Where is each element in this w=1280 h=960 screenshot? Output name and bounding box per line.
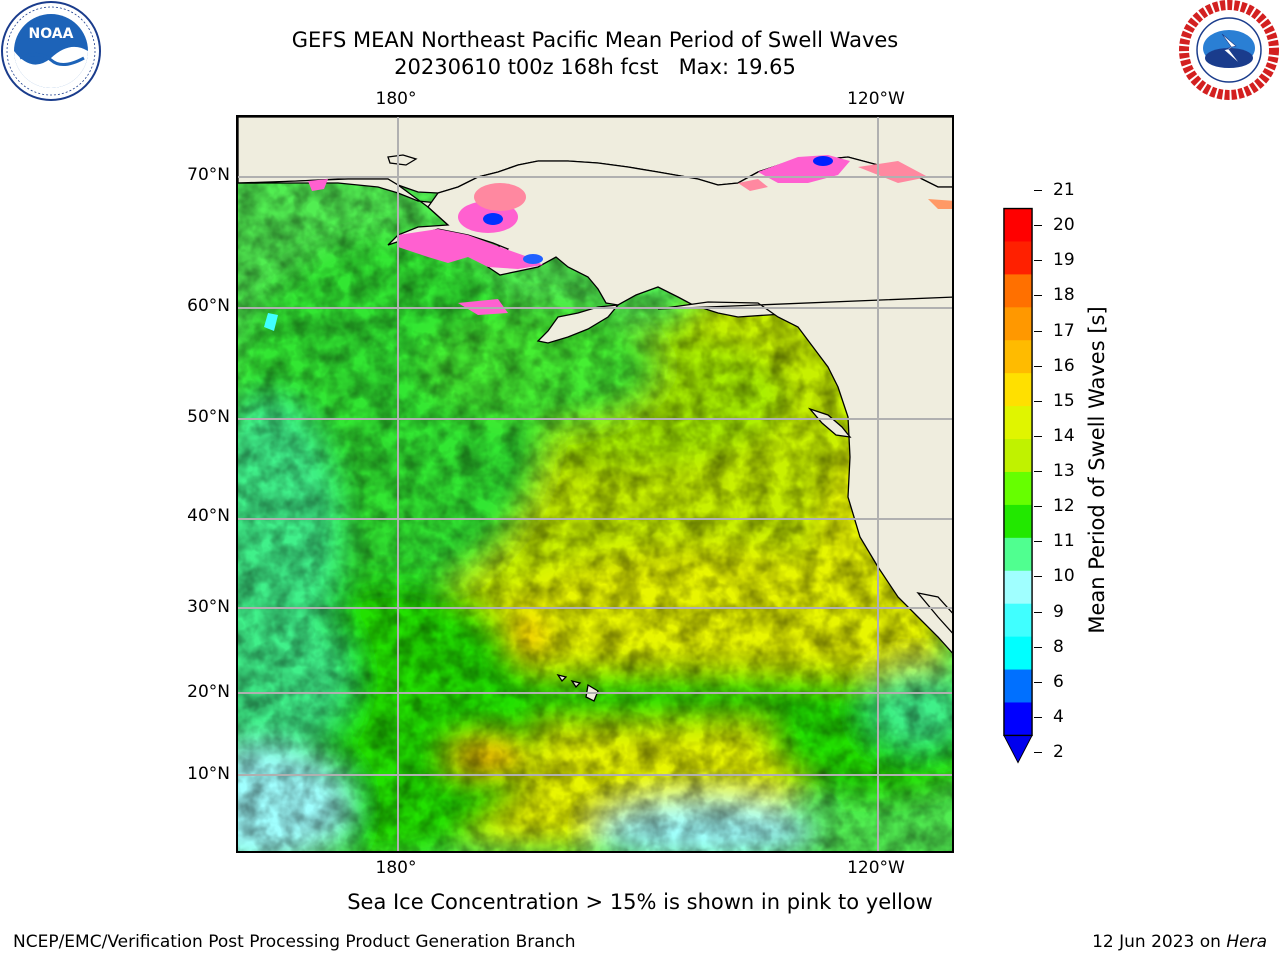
credit-host: Hera <box>1226 932 1267 952</box>
colorbar <box>1003 207 1033 764</box>
colorbar-tick-label: 13 <box>1053 461 1075 481</box>
colorbar-tick-label: 12 <box>1053 496 1075 517</box>
colorbar-swatch <box>1003 537 1033 572</box>
lon-label-bottom-180: 180° <box>375 858 417 878</box>
colorbar-tick-mark <box>1034 435 1042 437</box>
colorbar-tick-mark <box>1034 225 1042 227</box>
colorbar-tick-mark <box>1034 365 1042 367</box>
colorbar-swatch <box>1003 570 1033 605</box>
colorbar-tick-mark <box>1034 295 1042 297</box>
colorbar-tick-label: 14 <box>1053 425 1075 446</box>
colorbar-label: Mean Period of Swell Waves [s] <box>1085 306 1109 634</box>
sea-ice <box>264 155 952 331</box>
colorbar-swatch <box>1003 504 1033 539</box>
lat-label-40n: 40°N <box>187 506 230 526</box>
colorbar-tick-label: 16 <box>1053 355 1075 376</box>
lat-label-50n: 50°N <box>187 407 230 427</box>
sea-ice-note: Sea Ice Concentration > 15% is shown in … <box>347 890 933 914</box>
colorbar-tick-mark <box>1034 330 1042 332</box>
colorbar-swatch <box>1003 636 1033 671</box>
colorbar-tick-mark <box>1034 752 1042 753</box>
colorbar-tick-label: 15 <box>1053 390 1075 411</box>
map-panel <box>236 115 954 853</box>
colorbar-tick-label: 20 <box>1053 215 1075 236</box>
lat-label-10n: 10°N <box>187 764 230 784</box>
lon-label-bottom-120w: 120°W <box>847 858 905 878</box>
colorbar-under-triangle <box>1003 734 1033 764</box>
colorbar-tick-mark <box>1034 541 1042 543</box>
lat-label-30n: 30°N <box>187 597 230 617</box>
colorbar-tick-mark <box>1034 400 1042 402</box>
colorbar-tick-mark <box>1034 260 1042 262</box>
colorbar-tick-label: 19 <box>1053 250 1075 271</box>
colorbar-tick-label: 21 <box>1053 180 1075 200</box>
colorbar-tick-label: 6 <box>1053 671 1064 692</box>
colorbar-tick-mark <box>1034 576 1042 578</box>
colorbar-swatch <box>1003 603 1033 638</box>
chart-title: GEFS MEAN Northeast Pacific Mean Period … <box>291 28 899 52</box>
colorbar-swatch <box>1003 340 1033 374</box>
colorbar-swatch <box>1003 208 1033 242</box>
colorbar-swatch <box>1003 373 1033 407</box>
colorbar-tick-label: 8 <box>1053 636 1064 657</box>
map-svg <box>238 117 952 851</box>
lat-label-20n: 20°N <box>187 682 230 702</box>
colorbar-tick-mark <box>1034 506 1042 508</box>
colorbar-swatches <box>1003 208 1033 736</box>
credit-left: NCEP/EMC/Verification Post Processing Pr… <box>13 932 576 952</box>
colorbar-tick-mark <box>1034 190 1042 191</box>
credit-date: 12 Jun 2023 on <box>1092 932 1221 952</box>
colorbar-tick-mark <box>1034 471 1042 472</box>
nws-logo <box>1179 0 1279 100</box>
colorbar-tick-label: 10 <box>1053 566 1075 587</box>
colorbar-tick-mark <box>1034 716 1042 718</box>
colorbar-swatch <box>1003 241 1033 275</box>
colorbar-tick-label: 4 <box>1053 706 1064 727</box>
lon-label-top-120w: 120°W <box>847 89 905 109</box>
colorbar-swatch <box>1003 406 1033 440</box>
colorbar-tick-mark <box>1034 646 1042 648</box>
lat-label-70n: 70°N <box>187 165 230 185</box>
colorbar-swatch <box>1003 702 1033 736</box>
colorbar-swatch <box>1003 669 1033 703</box>
lon-label-top-180: 180° <box>375 89 417 109</box>
colorbar-tick-label: 17 <box>1053 320 1075 341</box>
colorbar-tick-label: 18 <box>1053 285 1075 306</box>
colorbar-swatch <box>1003 274 1033 308</box>
noaa-logo: NOAA <box>1 1 101 101</box>
colorbar-swatch <box>1003 439 1033 473</box>
colorbar-swatch <box>1003 307 1033 341</box>
map-gridlines <box>238 117 952 851</box>
lat-label-60n: 60°N <box>187 296 230 316</box>
colorbar-tick-label: 9 <box>1053 601 1064 622</box>
colorbar-tick-label: 11 <box>1053 531 1075 552</box>
colorbar-tick-mark <box>1034 681 1042 683</box>
colorbar-swatch <box>1003 471 1033 506</box>
noaa-logo-text: NOAA <box>29 26 74 42</box>
chart-subtitle: 20230610 t00z 168h fcst Max: 19.65 <box>394 55 796 79</box>
colorbar-tick-mark <box>1034 611 1042 613</box>
credit-right: 12 Jun 2023 on Hera <box>1092 932 1267 952</box>
colorbar-tick-label: 2 <box>1053 742 1064 762</box>
